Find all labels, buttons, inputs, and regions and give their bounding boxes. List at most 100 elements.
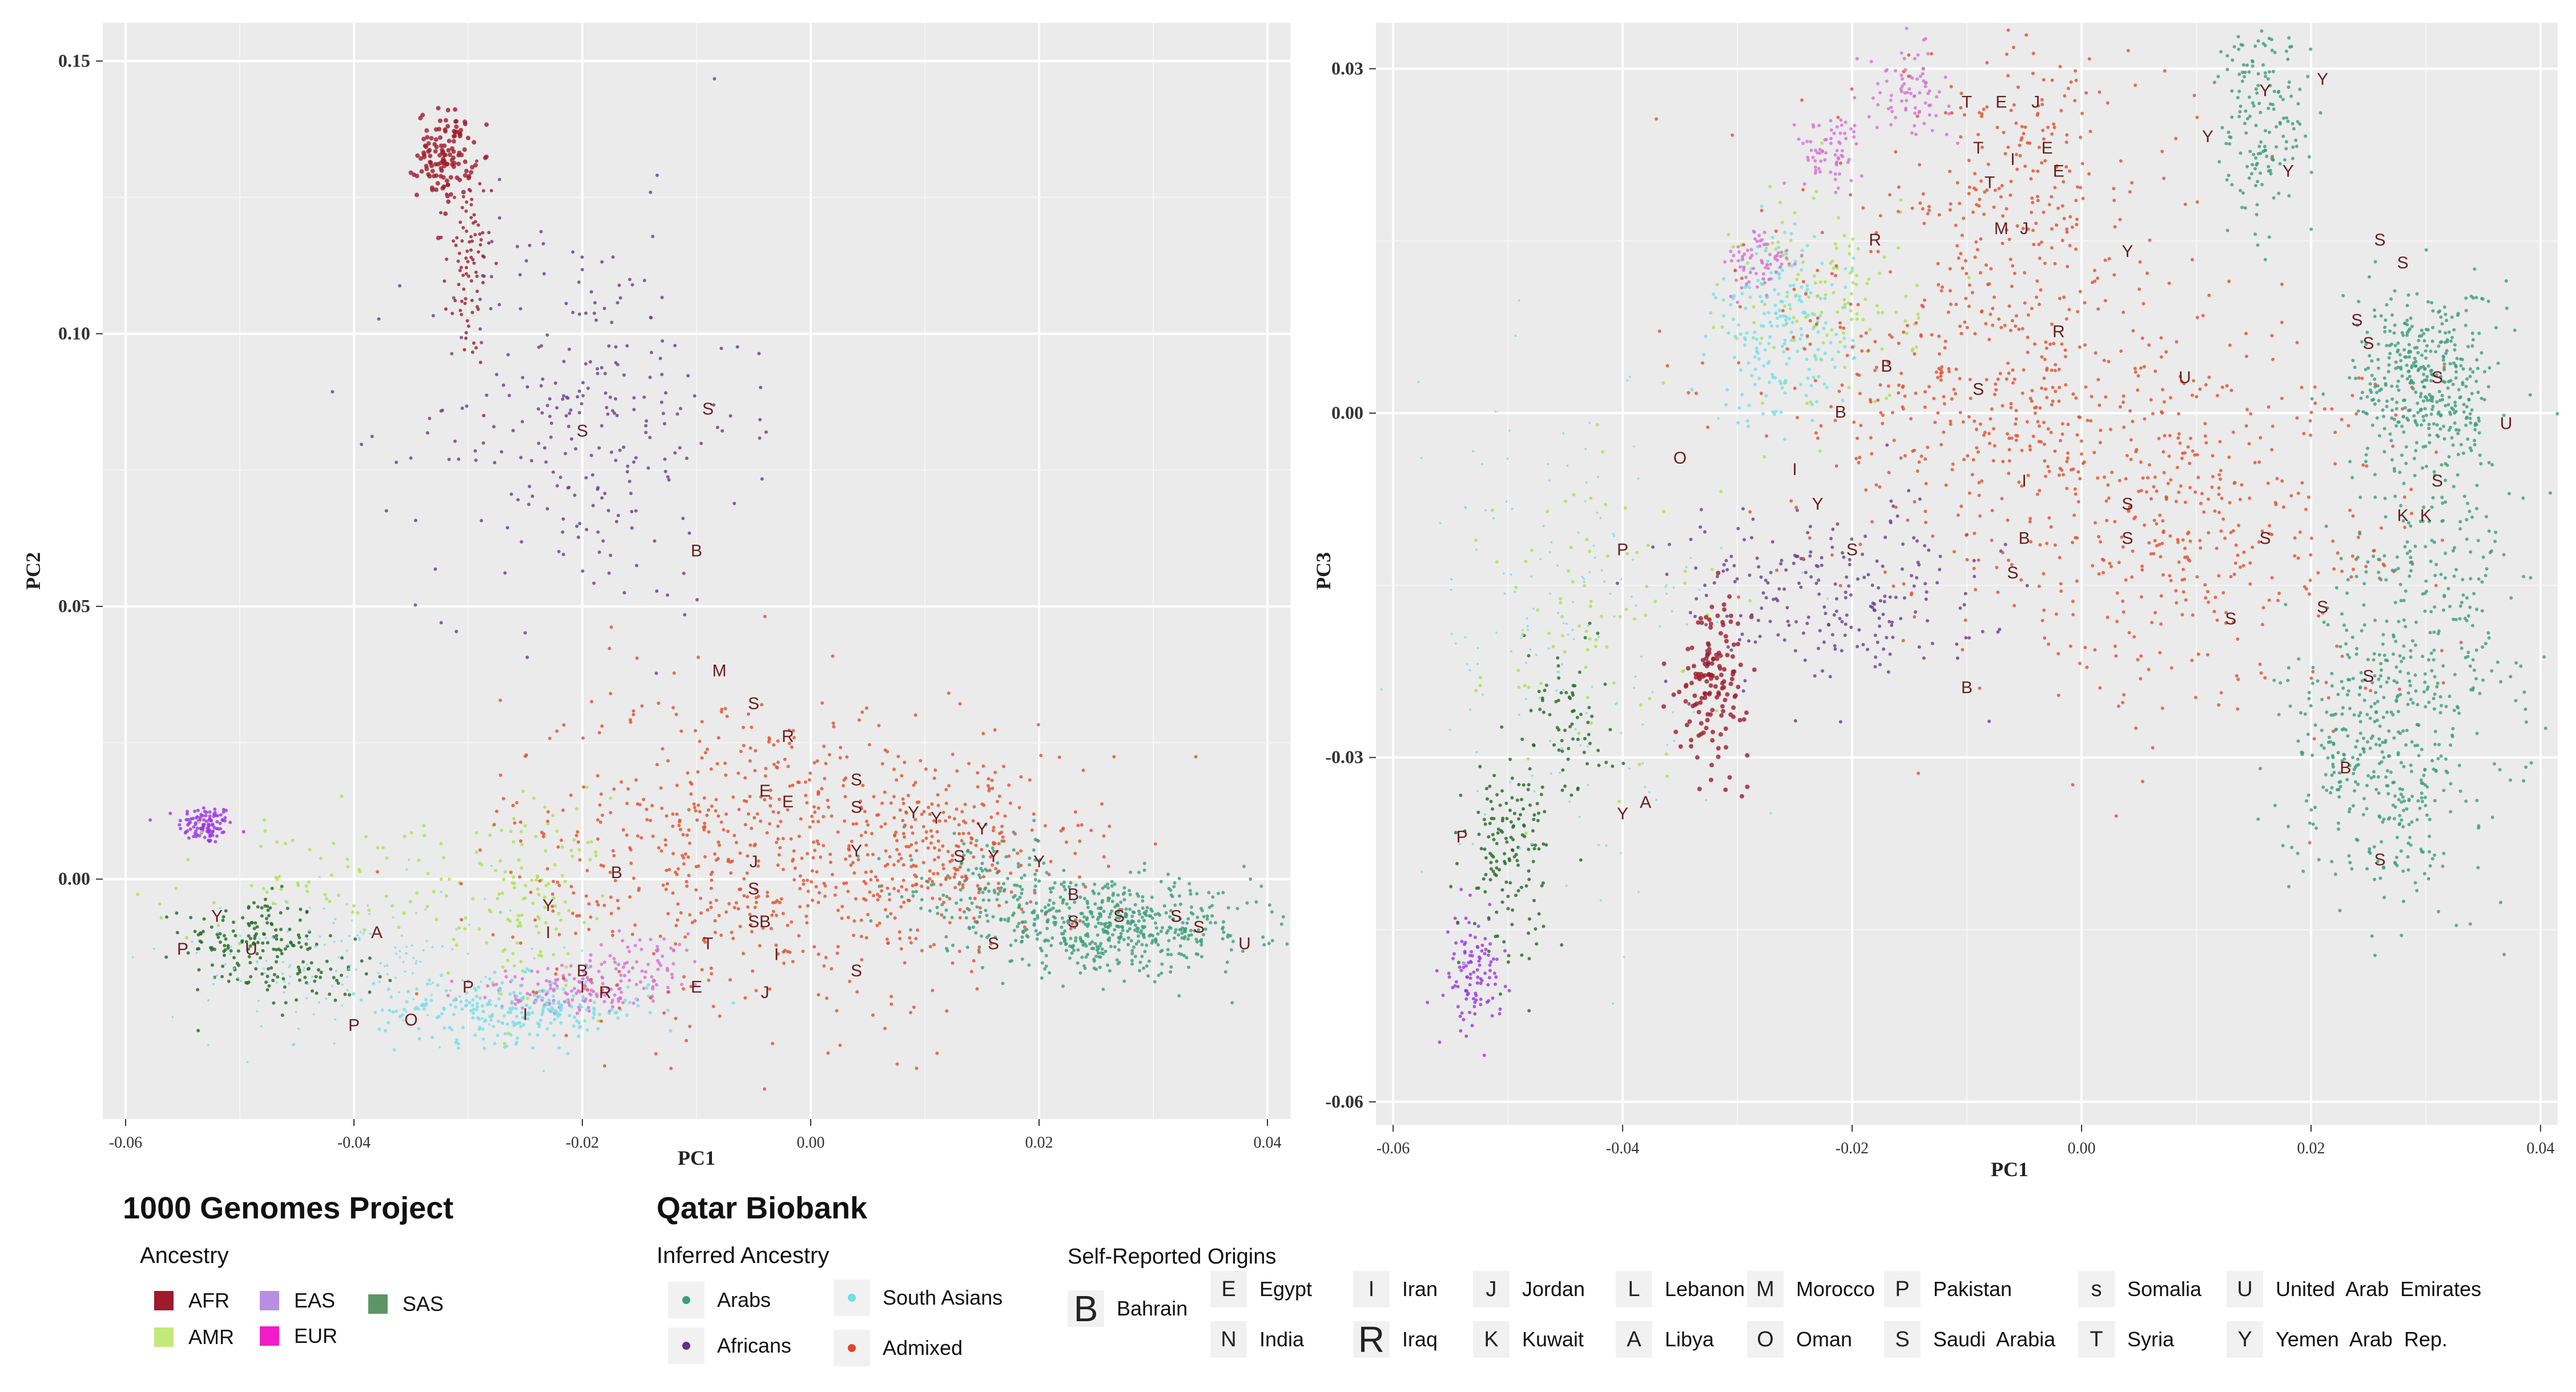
data-point <box>674 1016 678 1020</box>
data-point <box>1476 924 1480 928</box>
data-point <box>1594 645 1597 649</box>
data-point <box>1753 330 1757 334</box>
data-point <box>577 840 580 844</box>
data-point <box>1773 303 1777 307</box>
data-point <box>968 927 972 930</box>
data-point <box>1516 889 1520 892</box>
data-point <box>1554 699 1558 703</box>
data-point <box>422 834 426 838</box>
data-point <box>1905 26 1909 30</box>
data-point <box>654 1052 658 1056</box>
data-point <box>485 393 489 397</box>
data-point <box>1797 581 1801 585</box>
data-point <box>1500 888 1504 892</box>
data-point <box>1200 955 1204 959</box>
data-point <box>450 979 454 983</box>
data-point <box>347 965 351 969</box>
data-point <box>710 804 714 808</box>
data-point <box>1829 136 1833 140</box>
data-point <box>570 1005 574 1009</box>
data-point <box>2147 343 2151 347</box>
data-point <box>1717 666 1722 671</box>
data-point <box>1153 912 1157 916</box>
data-point <box>549 435 553 439</box>
data-point <box>1769 570 1773 574</box>
data-point <box>1482 1053 1486 1057</box>
data-point <box>463 927 467 931</box>
data-point <box>1080 955 1084 959</box>
data-point <box>536 887 540 891</box>
data-point <box>596 818 599 822</box>
data-point <box>1628 767 1631 770</box>
data-point <box>675 918 679 922</box>
data-point <box>275 840 279 844</box>
data-point <box>482 1047 486 1051</box>
data-point <box>1588 637 1592 641</box>
data-point <box>1936 261 1940 265</box>
data-point <box>440 1012 444 1016</box>
data-point <box>1541 710 1545 714</box>
data-point <box>1571 737 1575 741</box>
data-point <box>1725 653 1730 658</box>
data-point <box>962 853 966 857</box>
data-point <box>1230 1001 1234 1005</box>
data-point <box>1889 123 1893 127</box>
data-point <box>992 849 996 853</box>
data-point <box>534 1000 538 1004</box>
data-point <box>1142 966 1145 970</box>
data-point <box>223 948 227 952</box>
data-point <box>1013 883 1017 887</box>
data-point <box>333 1042 336 1045</box>
data-point <box>218 822 222 825</box>
data-point <box>1740 286 1744 290</box>
data-point <box>1683 699 1688 704</box>
data-point <box>591 504 595 508</box>
data-point <box>315 942 319 946</box>
data-point <box>567 973 571 976</box>
data-point <box>1753 367 1757 371</box>
data-point <box>751 969 755 973</box>
data-point <box>972 916 976 920</box>
data-point <box>384 894 388 898</box>
data-point <box>1117 916 1121 920</box>
data-point <box>457 150 462 155</box>
data-point <box>520 1006 523 1009</box>
data-point <box>769 927 773 931</box>
data-point <box>1502 940 1506 944</box>
data-point <box>947 691 951 695</box>
data-point <box>1689 557 1692 560</box>
data-point <box>311 989 314 993</box>
data-point <box>1459 887 1463 891</box>
data-point <box>1764 596 1768 600</box>
data-point <box>1935 95 1939 99</box>
data-point <box>386 973 389 976</box>
data-point <box>1899 198 1903 202</box>
data-point <box>325 897 328 901</box>
data-point <box>1915 576 1919 580</box>
data-point <box>619 780 623 784</box>
data-point <box>1709 661 1714 666</box>
data-point <box>197 820 201 824</box>
data-point <box>1020 907 1024 911</box>
data-point <box>965 946 969 949</box>
data-point <box>904 888 908 892</box>
data-point <box>506 959 510 963</box>
data-point <box>1482 818 1486 822</box>
data-point <box>1571 629 1574 631</box>
data-point <box>922 810 926 814</box>
data-point <box>1532 743 1535 747</box>
data-point <box>933 768 937 772</box>
data-point <box>1683 581 1687 585</box>
data-point <box>481 441 485 445</box>
data-point <box>1841 399 1845 403</box>
data-point <box>1068 956 1072 960</box>
data-point <box>1148 914 1152 918</box>
data-point <box>904 810 908 814</box>
data-point <box>446 148 451 153</box>
data-point <box>634 509 638 513</box>
data-point <box>996 861 1000 865</box>
data-point <box>1108 936 1112 940</box>
data-point <box>1053 916 1057 920</box>
